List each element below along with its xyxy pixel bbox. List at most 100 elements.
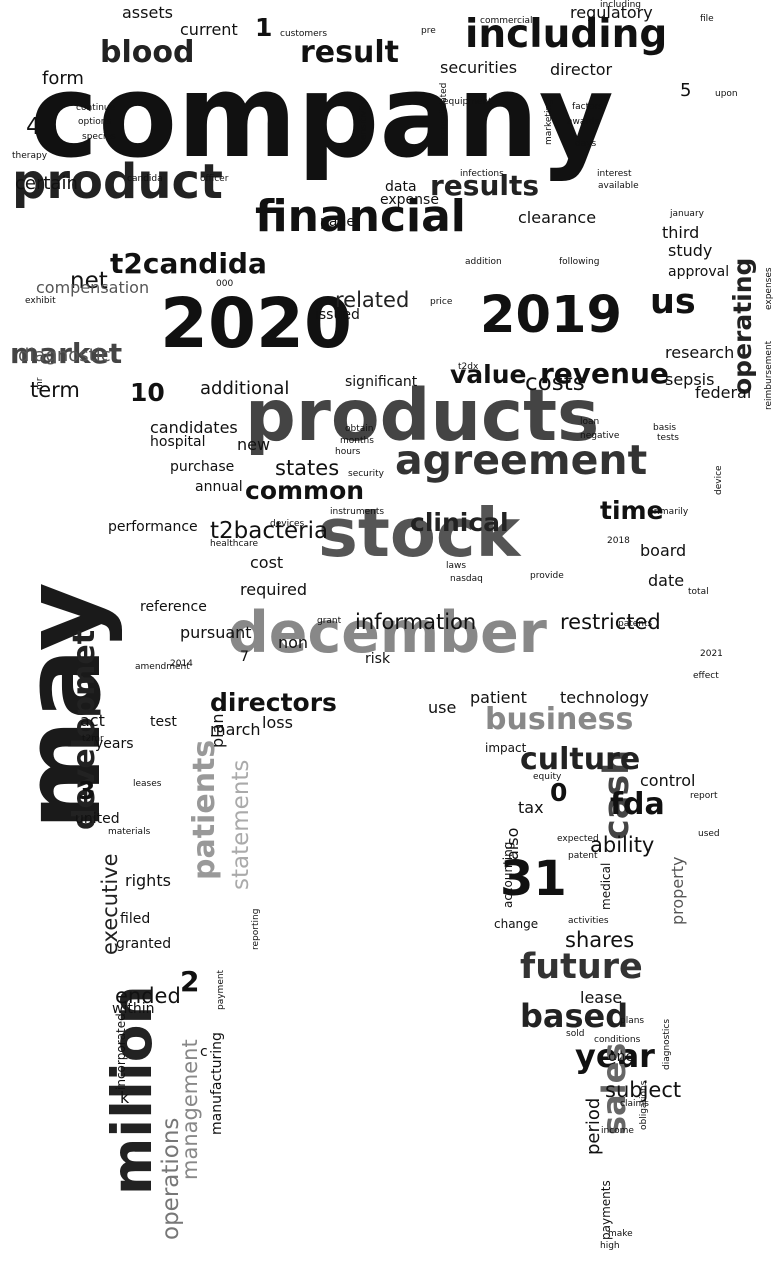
cloud-word: basis [653,423,677,433]
cloud-word: c [200,1044,208,1060]
cloud-word: future [520,947,643,987]
cloud-word: patents [618,619,653,629]
cloud-word: customers [280,29,328,39]
cloud-word: negative [580,431,620,441]
cloud-word: loan [580,417,600,427]
cloud-word: devices [270,519,305,529]
cloud-word: property [668,856,687,926]
cloud-word: sold [566,1029,585,1039]
cloud-word: leases [133,779,162,789]
cloud-word: january [670,209,704,219]
cloud-word: diagnostic [18,345,111,366]
cloud-word: reimbursement [764,340,774,410]
cloud-word: cost [250,553,284,572]
cloud-word: materials [108,827,151,837]
cloud-word: 000 [216,279,234,289]
cloud-word: shares [565,928,635,952]
cloud-word: related [335,288,410,312]
cloud-word: company [30,50,614,184]
cloud-word: business [485,702,634,737]
cloud-word: tests [657,433,679,443]
cloud-word: clinical [410,508,509,537]
cloud-word: significant [345,374,418,390]
cloud-word: laws [446,561,467,571]
cloud-word: additional [200,378,290,399]
cloud-word: approval [668,264,730,280]
cloud-word: ability [590,833,655,857]
cloud-word: within [112,1001,155,1017]
cloud-word: factors [572,102,604,112]
cloud-word: market [10,337,123,370]
cloud-word: research [665,343,735,362]
cloud-word: study [668,241,713,260]
cloud-word: 2021 [700,649,723,659]
cloud-word: culture [520,742,641,777]
cloud-word: species [82,132,116,142]
cloud-word: price [430,297,453,307]
cloud-word: united [75,811,120,827]
cloud-word: therapy [12,151,48,161]
cloud-word: data [385,179,417,195]
cloud-word: us [650,282,696,322]
cloud-word: value [450,360,527,389]
cloud-word: director [550,60,613,79]
cloud-word: medical [599,862,613,910]
cloud-word: sepsis [665,370,715,389]
cloud-word: available [598,181,639,191]
cloud-word: mr [35,377,45,390]
cloud-word: effect [693,671,719,681]
cloud-word: pursuant [180,623,252,642]
cloud-word: one [608,1049,635,1065]
cloud-word: conditions [594,1035,641,1045]
cloud-word: operating [728,257,757,395]
cloud-word: report [690,791,718,801]
cloud-word: expected [557,834,599,844]
cloud-word: security [348,469,384,479]
cloud-word: including [600,0,641,10]
cloud-word: obtain [345,424,374,434]
cloud-word: nasdaq [450,574,483,584]
cloud-word: risk [365,651,391,667]
cloud-word: officer [200,174,229,184]
cloud-word: 7 [240,649,249,665]
cloud-word: marketing [544,99,554,145]
cloud-word: board [640,541,687,560]
cloud-word: provide [530,571,564,581]
cloud-word: claims [620,1099,649,1109]
cloud-word: december [228,600,547,666]
cloud-word: 3 [78,776,96,805]
cloud-word: 0 [550,778,568,807]
cloud-word: candida [127,174,163,184]
cloud-word: products [245,374,600,457]
cloud-word: act [80,711,105,730]
cloud-word: form [42,68,84,89]
cloud-word: reporting [251,908,261,950]
cloud-word: 2014 [170,659,193,669]
cloud-word: k [120,1088,130,1107]
cloud-word: third [662,223,700,242]
cloud-word: revenue [540,357,669,390]
cloud-word: statements [228,759,254,890]
cloud-word: days [575,139,597,149]
cloud-word: interest [597,169,632,179]
cloud-word: loss [262,713,293,732]
cloud-word: sensitivity [359,99,369,145]
cloud-word: amendment [135,662,190,672]
cloud-word: new [237,435,271,454]
cloud-word: make [608,1229,633,1239]
cloud-word: fda [610,787,665,822]
cloud-word: expense [380,192,439,208]
cloud-word: patients [187,739,222,880]
cloud-word: financial [255,191,466,242]
cloud-word: expenses [764,267,774,310]
cloud-word: result [300,35,399,70]
cloud-word: non [278,633,309,652]
cloud-word: states [275,456,340,480]
cloud-word: lease [580,988,623,1007]
cloud-word: panel [320,214,359,230]
cloud-word: grant [317,616,342,626]
cloud-word: income [601,1126,634,1136]
cloud-word: consolidated [439,82,449,140]
cloud-word: 2018 [607,536,630,546]
cloud-word: filed [120,911,151,927]
